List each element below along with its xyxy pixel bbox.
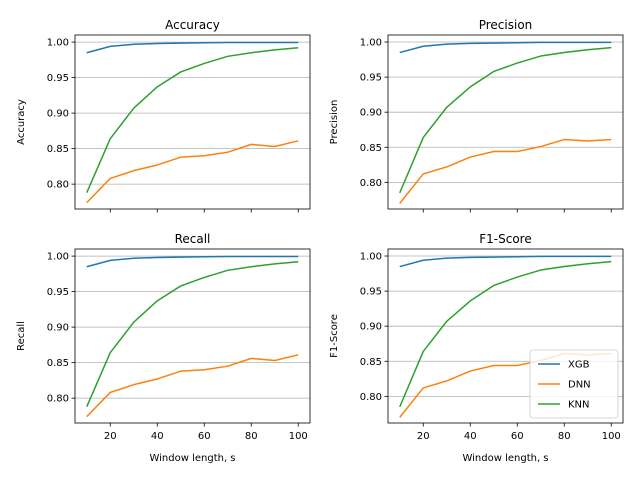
y-tick-label: 0.80	[360, 178, 382, 189]
series-line-knn	[399, 260, 612, 408]
y-tick-label: 0.90	[360, 108, 382, 119]
axes-frame	[387, 248, 624, 424]
y-tick-label: 1.00	[360, 38, 382, 49]
legend-box	[529, 349, 619, 419]
x-tick-label: 20	[417, 431, 430, 442]
series-line-xgb	[399, 255, 612, 268]
series-line-xgb	[86, 255, 299, 268]
x-tick-label: 40	[151, 431, 164, 442]
x-tick-label: 40	[464, 431, 477, 442]
x-axis-label: Window length, s	[149, 453, 235, 464]
legend-label-xgb: XGB	[568, 360, 590, 371]
axes-frame	[74, 248, 311, 424]
x-axis-label: Window length, s	[462, 453, 548, 464]
y-tick-label: 0.80	[360, 392, 382, 403]
axes-frame	[74, 34, 311, 210]
series-line-dnn	[399, 138, 612, 204]
x-tick-label: 20	[104, 431, 117, 442]
series-line-dnn	[86, 140, 299, 204]
y-tick-label: 0.85	[47, 144, 69, 155]
subplot-title: F1-Score	[479, 232, 531, 246]
y-axis-label: Precision	[329, 100, 340, 145]
series-line-knn	[86, 261, 299, 407]
subplot-precision: 0.80 0.85 0.90 0.95 1.00 Precision Precision	[329, 18, 624, 213]
series-line-knn	[86, 47, 299, 193]
y-axis-label: Accuracy	[16, 99, 27, 145]
y-tick-label: 1.00	[47, 38, 69, 49]
subplot-title: Accuracy	[165, 18, 220, 32]
y-tick-label: 0.80	[47, 394, 69, 405]
x-tick-label: 80	[558, 431, 571, 442]
x-tick-label: 100	[289, 431, 308, 442]
y-tick-label: 0.85	[47, 358, 69, 369]
y-tick-label: 0.90	[47, 109, 69, 120]
subplot-title: Precision	[479, 18, 533, 32]
series-line-knn	[399, 46, 612, 194]
y-tick-label: 0.95	[47, 287, 69, 298]
x-tick-label: 100	[602, 431, 621, 442]
legend-label-dnn: DNN	[568, 380, 591, 391]
y-tick-label: 0.95	[360, 73, 382, 84]
series-line-xgb	[86, 41, 299, 54]
legend-label-knn: KNN	[568, 400, 590, 411]
y-tick-label: 0.95	[47, 73, 69, 84]
y-tick-label: 0.95	[360, 287, 382, 298]
y-tick-label: 0.80	[47, 180, 69, 191]
subplot-accuracy: 0.80 0.85 0.90 0.95 1.00 Accuracy Accuracy	[16, 18, 311, 213]
subplot-title: Recall	[175, 232, 211, 246]
y-tick-label: 0.85	[360, 357, 382, 368]
x-tick-label: 60	[511, 431, 524, 442]
y-tick-label: 0.90	[47, 323, 69, 334]
y-tick-label: 1.00	[47, 252, 69, 263]
subplot-recall: 0.80 0.85 0.90 0.95 1.00 20 40 60 80 100 Recall Rec…	[16, 232, 311, 464]
x-tick-label: 60	[198, 431, 211, 442]
y-tick-label: 0.85	[360, 143, 382, 154]
x-tick-label: 80	[245, 431, 258, 442]
y-tick-label: 0.90	[360, 322, 382, 333]
series-line-dnn	[86, 354, 299, 418]
series-line-xgb	[399, 41, 612, 54]
y-tick-label: 1.00	[360, 252, 382, 263]
legend: XGB DNN KNN	[529, 349, 619, 419]
y-axis-label: Recall	[16, 321, 27, 351]
axes-frame	[387, 34, 624, 210]
y-axis-label: F1-Score	[329, 314, 340, 358]
subplot-f1-score: 0.80 0.85 0.90 0.95 1.00 20 40 60 80 100 F1-Score F…	[329, 232, 624, 464]
